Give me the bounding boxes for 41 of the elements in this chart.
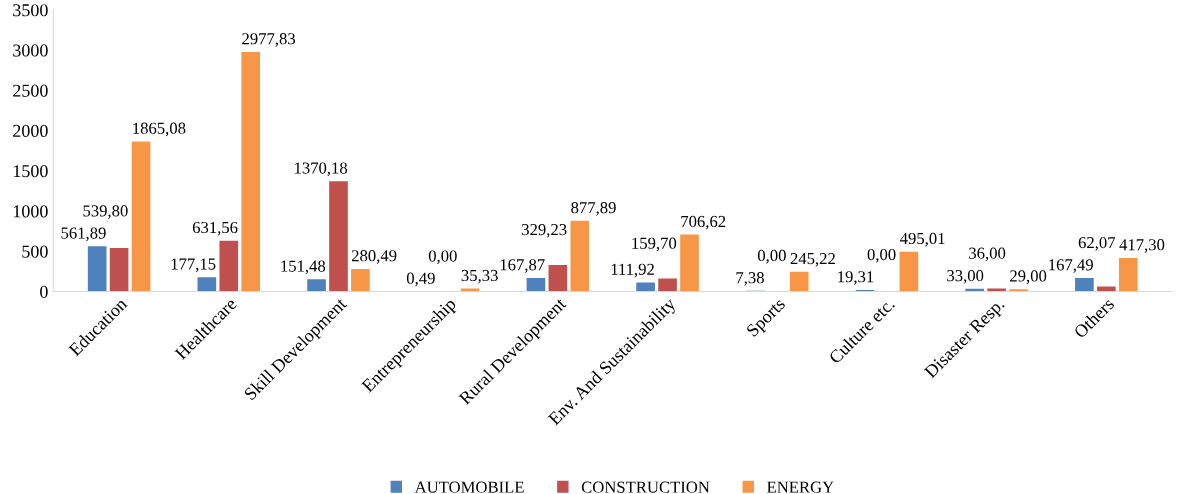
data-label: 62,07 bbox=[1078, 236, 1116, 251]
data-label: 0,00 bbox=[867, 248, 896, 263]
data-label: 245,22 bbox=[790, 252, 835, 267]
data-label: 29,00 bbox=[1010, 270, 1047, 284]
y-tick-label: 2000 bbox=[13, 124, 48, 137]
data-label: 159,70 bbox=[632, 237, 677, 252]
data-label: 539,80 bbox=[83, 205, 128, 219]
data-label: 0,00 bbox=[757, 249, 786, 264]
data-label: 1370,18 bbox=[295, 162, 348, 177]
data-label: 417,30 bbox=[1119, 239, 1165, 253]
data-label: 36,00 bbox=[969, 247, 1006, 262]
data-label: 19,31 bbox=[838, 271, 874, 285]
data-label: 35,33 bbox=[461, 269, 498, 284]
data-label: 0,00 bbox=[428, 250, 457, 265]
data-label: 631,56 bbox=[192, 221, 238, 236]
data-label: 33,00 bbox=[947, 270, 984, 284]
data-label: 167,49 bbox=[1049, 259, 1093, 273]
legend-label: CONSTRUCTION bbox=[581, 481, 710, 493]
data-label: 706,62 bbox=[681, 215, 726, 230]
y-tick-label: 500 bbox=[22, 245, 48, 258]
data-label: 7,38 bbox=[736, 272, 764, 286]
y-tick-label: 0 bbox=[40, 285, 48, 298]
data-label: 329,23 bbox=[522, 224, 567, 238]
data-label: 1865,08 bbox=[133, 122, 186, 137]
y-tick-label: 2500 bbox=[13, 84, 48, 97]
data-label: 2977,83 bbox=[242, 33, 296, 47]
legend-label: ENERGY bbox=[767, 481, 834, 493]
data-label: 111,92 bbox=[611, 263, 654, 278]
legend-label: AUTOMOBILE bbox=[414, 481, 524, 493]
y-tick-label: 1000 bbox=[13, 205, 48, 218]
y-tick-label: 3500 bbox=[13, 4, 48, 17]
data-label: 280,49 bbox=[351, 250, 397, 264]
data-label: 167,87 bbox=[500, 259, 545, 273]
data-label: 177,15 bbox=[171, 258, 216, 273]
y-tick-label: 1500 bbox=[13, 165, 48, 178]
y-tick-label: 3000 bbox=[13, 44, 48, 57]
data-label: 495,01 bbox=[900, 232, 945, 247]
data-label: 877,89 bbox=[571, 202, 616, 216]
data-label: 561,89 bbox=[61, 227, 106, 242]
data-label: 151,48 bbox=[281, 260, 326, 275]
data-label: 0,49 bbox=[406, 272, 435, 287]
